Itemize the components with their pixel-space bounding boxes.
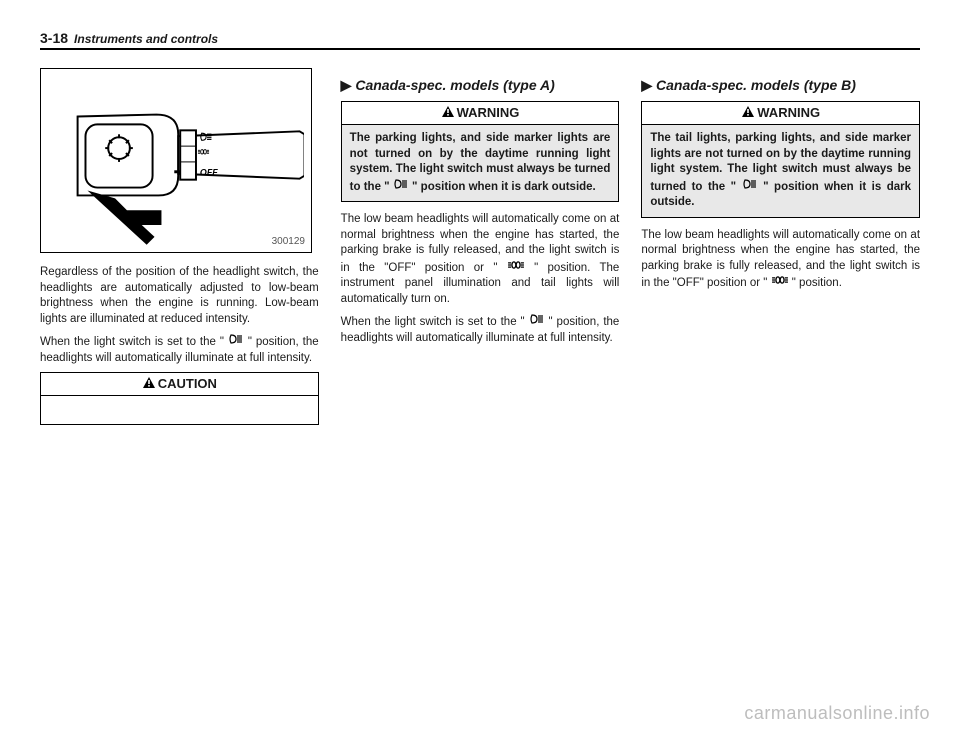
warning-body-b: The tail lights, parking lights, and sid… xyxy=(642,125,919,217)
column-1: OFF 300129 Regardless of the position of… xyxy=(40,68,319,435)
svg-text:OFF: OFF xyxy=(200,167,218,177)
headlight-icon xyxy=(228,333,244,351)
warning-triangle-icon xyxy=(741,105,755,123)
heading-canada-a-text: Canada-spec. models (type A) xyxy=(355,77,554,93)
col1-p2-before: When the light switch is set to the " xyxy=(40,336,224,348)
section-title: Instruments and controls xyxy=(74,32,218,46)
figure-light-switch: OFF 300129 xyxy=(40,68,312,253)
col2-p1: The low beam headlights will automatical… xyxy=(341,212,620,307)
col3-p1: The low beam headlights will automatical… xyxy=(641,228,920,292)
heading-canada-a: ▶ Canada-spec. models (type A) xyxy=(341,76,620,95)
warning-title-a: WARNING xyxy=(457,105,520,120)
warning-box-b: WARNING The tail lights, parking lights,… xyxy=(641,101,920,218)
col3-p1-after: " position. xyxy=(792,277,842,289)
column-2: ▶ Canada-spec. models (type A) WARNING T… xyxy=(341,68,620,435)
warning-title-b: WARNING xyxy=(757,105,820,120)
page-header: 3-18 Instruments and controls xyxy=(40,30,920,50)
warning-triangle-icon xyxy=(142,376,156,394)
heading-canada-b: ▶ Canada-spec. models (type B) xyxy=(641,76,920,95)
caution-box: CAUTION xyxy=(40,372,319,425)
parking-light-icon xyxy=(507,259,525,277)
warning-box-a: WARNING The parking lights, and side mar… xyxy=(341,101,620,202)
caution-body xyxy=(41,396,318,424)
figure-number: 300129 xyxy=(272,235,305,249)
warning-triangle-icon xyxy=(441,105,455,123)
col2-p2-before: When the light switch is set to the " xyxy=(341,316,525,328)
caution-header: CAUTION xyxy=(41,373,318,396)
caution-title: CAUTION xyxy=(158,376,217,391)
col1-p2: When the light switch is set to the " " … xyxy=(40,333,319,366)
heading-canada-b-text: Canada-spec. models (type B) xyxy=(656,77,856,93)
col1-p1: Regardless of the position of the headli… xyxy=(40,265,319,327)
warning-body-a: The parking lights, and side marker ligh… xyxy=(342,125,619,201)
col2-p2: When the light switch is set to the " " … xyxy=(341,313,620,346)
column-3: ▶ Canada-spec. models (type B) WARNING T… xyxy=(641,68,920,435)
light-switch-diagram: OFF xyxy=(48,74,305,248)
headlight-icon xyxy=(529,313,545,331)
headlight-icon xyxy=(393,178,409,196)
page-number: 3-18 xyxy=(40,30,68,46)
warning-header-b: WARNING xyxy=(642,102,919,125)
warn-a-after: " position when it is dark outside. xyxy=(412,181,596,193)
columns: OFF 300129 Regardless of the position of… xyxy=(40,68,920,435)
warning-header-a: WARNING xyxy=(342,102,619,125)
page-root: 3-18 Instruments and controls xyxy=(0,0,960,742)
watermark: carmanualsonline.info xyxy=(744,703,930,724)
parking-light-icon xyxy=(771,274,789,292)
headlight-icon xyxy=(742,178,758,196)
